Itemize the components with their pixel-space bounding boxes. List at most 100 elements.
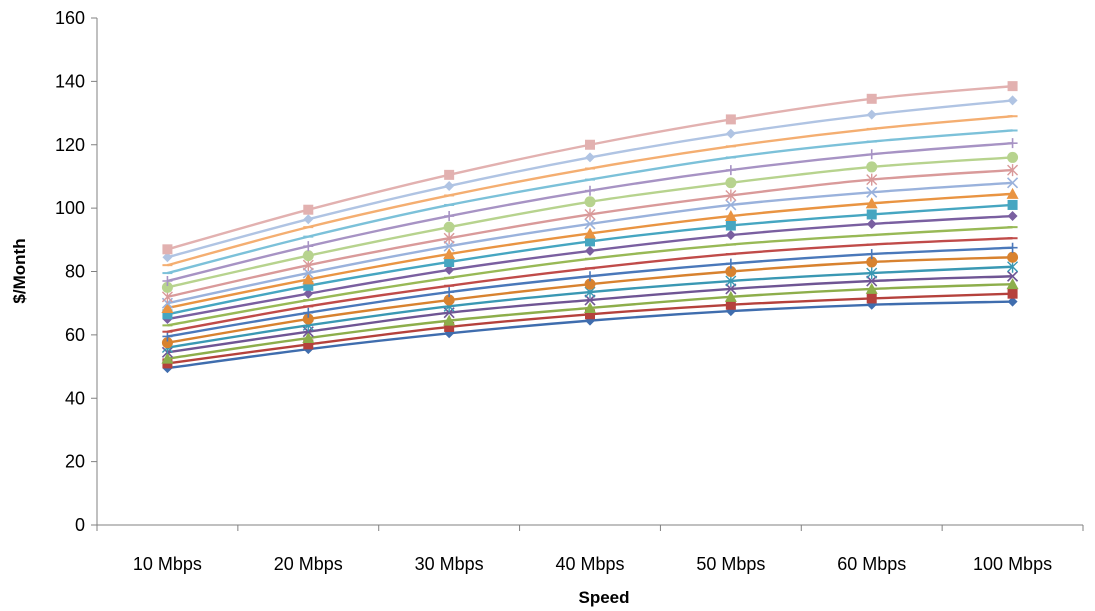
data-point	[444, 264, 455, 275]
data-point	[1007, 296, 1018, 307]
y-tick-label: 100	[55, 198, 85, 218]
series-6	[161, 251, 1019, 349]
data-point	[866, 267, 878, 280]
data-point	[161, 301, 174, 313]
data-point	[1007, 164, 1019, 177]
data-point	[725, 165, 736, 176]
data-point	[585, 309, 595, 320]
data-point	[443, 232, 455, 245]
data-point	[162, 276, 173, 287]
series-9	[162, 225, 1018, 327]
data-point	[584, 278, 596, 290]
data-point	[1007, 211, 1018, 222]
data-point	[866, 149, 877, 160]
data-point	[162, 244, 173, 255]
data-point	[1007, 81, 1018, 92]
series-14	[161, 164, 1019, 303]
data-point	[585, 185, 595, 196]
data-point	[303, 307, 314, 318]
data-point	[585, 271, 595, 282]
data-point	[725, 114, 736, 125]
series-5	[161, 260, 1019, 354]
data-point	[161, 281, 173, 293]
data-point	[1007, 251, 1019, 263]
x-axis-ticks: 10 Mbps 20 Mbps 30 Mbps 40 Mbps 50 Mbps 60 Mb…	[96, 525, 1084, 574]
series-10	[162, 211, 1018, 325]
data-point	[585, 152, 595, 163]
data-point	[725, 258, 736, 269]
plot-area: 0 20 40 60 80 100 120 140 160 10 Mbps 20 Mbps 30 M…	[55, 8, 1084, 574]
data-point	[725, 275, 737, 288]
data-point	[724, 290, 737, 302]
data-point	[866, 173, 878, 186]
data-point	[725, 230, 736, 241]
data-point	[584, 294, 596, 306]
data-point	[585, 139, 595, 150]
data-point	[1007, 151, 1019, 163]
data-point	[1007, 288, 1018, 299]
data-point	[725, 220, 736, 231]
data-point	[725, 266, 737, 277]
data-point	[444, 256, 455, 267]
series-7	[162, 242, 1018, 342]
data-point	[1006, 278, 1019, 290]
data-point	[444, 321, 455, 332]
data-point	[161, 352, 174, 364]
data-point	[443, 221, 455, 233]
series-11	[162, 199, 1018, 320]
y-tick-label: 120	[55, 135, 85, 155]
data-point	[162, 252, 173, 263]
data-point	[162, 331, 173, 342]
x-axis-title: Speed	[578, 588, 629, 607]
data-point	[302, 273, 315, 285]
data-point	[865, 197, 878, 209]
y-tick-label: 40	[65, 388, 85, 408]
data-point	[302, 313, 314, 325]
data-point	[1007, 270, 1019, 282]
x-tick-label: 60 Mbps	[837, 554, 906, 574]
data-point	[585, 236, 595, 247]
data-point	[302, 267, 314, 279]
x-tick-label: 50 Mbps	[696, 554, 765, 574]
series-3	[161, 278, 1019, 364]
data-point	[584, 227, 596, 239]
data-point	[584, 301, 596, 313]
data-point	[303, 241, 314, 252]
data-point	[866, 293, 877, 304]
data-point	[866, 93, 877, 104]
series-12	[161, 187, 1019, 313]
data-point	[1007, 177, 1019, 189]
data-point	[162, 309, 173, 320]
data-point	[1006, 187, 1019, 199]
series-13	[161, 177, 1019, 309]
series-layer	[161, 81, 1019, 374]
data-point	[444, 287, 455, 298]
series-8	[162, 237, 1018, 333]
x-tick-label: 20 Mbps	[274, 554, 343, 574]
data-point	[725, 128, 736, 139]
series-18	[162, 115, 1018, 267]
series-19	[162, 95, 1018, 263]
data-point	[866, 109, 877, 120]
series-15	[161, 151, 1019, 293]
data-point	[1007, 242, 1018, 253]
data-point	[866, 161, 878, 173]
data-point	[865, 282, 878, 294]
y-axis-ticks: 0 20 40 60 80 100 120 140 160	[55, 8, 97, 535]
data-point	[444, 169, 455, 180]
series-16	[162, 138, 1018, 287]
data-point	[725, 177, 737, 189]
data-point	[303, 214, 314, 225]
data-point	[303, 288, 314, 299]
data-point	[584, 208, 596, 221]
data-point	[1007, 138, 1018, 149]
x-tick-label: 40 Mbps	[555, 554, 624, 574]
x-tick-label: 30 Mbps	[415, 554, 484, 574]
data-point	[443, 314, 456, 326]
y-tick-label: 80	[65, 262, 85, 282]
data-point	[585, 245, 595, 256]
y-tick-label: 20	[65, 452, 85, 472]
data-point	[725, 199, 737, 211]
data-point	[584, 218, 596, 230]
data-point	[302, 250, 314, 262]
